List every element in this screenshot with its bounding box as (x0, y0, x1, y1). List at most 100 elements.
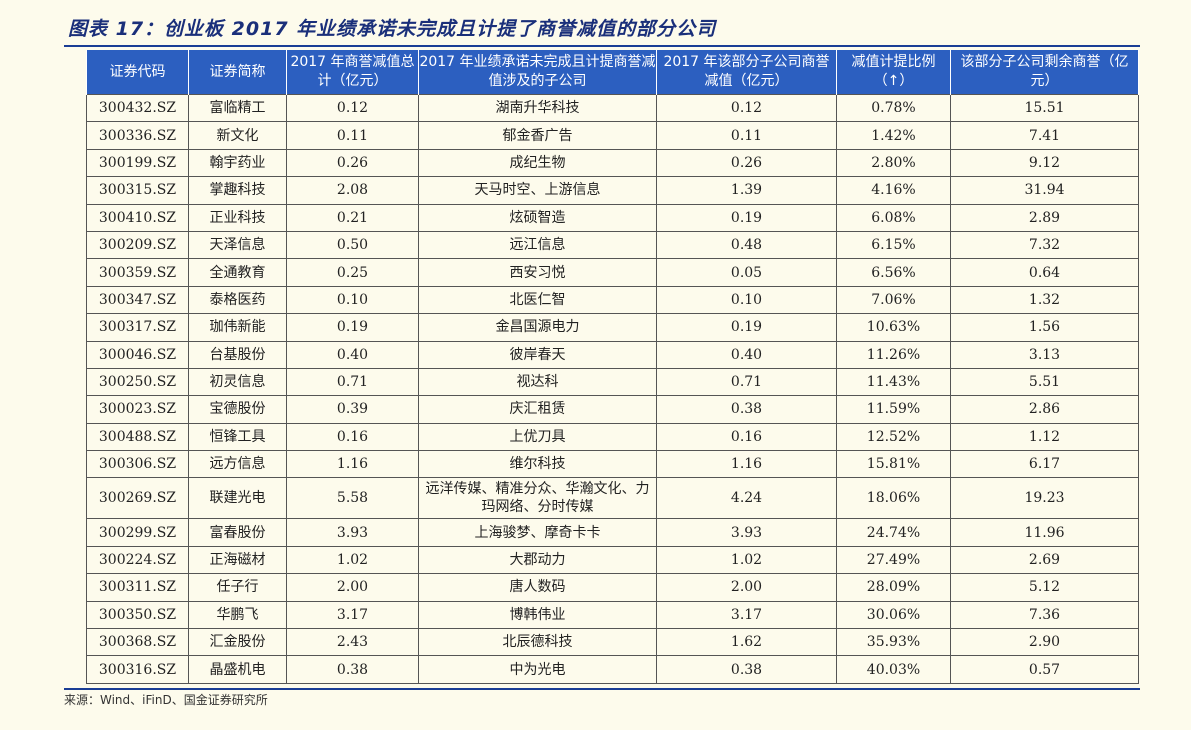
table-row: 300347.SZ 泰格医药 0.10 北医仁智 0.10 7.06% 1.32 (86, 285, 1139, 315)
cell-subsidiaries: 中为光电 (418, 655, 657, 684)
cell-impairment-ratio: 10.63% (836, 313, 951, 342)
cell-impairment-ratio: 11.59% (836, 395, 951, 424)
bottom-rule (64, 688, 1140, 690)
title-rule (64, 45, 1140, 47)
table-row: 300199.SZ 翰宇药业 0.26 成纪生物 0.26 2.80% 9.12 (86, 148, 1139, 178)
cell-impairment-ratio: 15.81% (836, 450, 951, 479)
header-security-code: 证券代码 (86, 50, 189, 95)
goodwill-impairment-table: 证券代码 证券简称 2017 年商誉减值总计（亿元） 2017 年业绩承诺未完成… (86, 50, 1139, 684)
cell-remaining-goodwill: 1.12 (950, 422, 1139, 452)
cell-security-name: 晶盛机电 (188, 655, 287, 684)
cell-security-code: 300023.SZ (86, 395, 189, 424)
cell-impairment-ratio: 6.08% (836, 203, 951, 232)
cell-total-impairment: 0.26 (286, 148, 419, 178)
cell-impairment-ratio: 12.52% (836, 422, 951, 452)
cell-total-impairment: 0.38 (286, 655, 419, 684)
cell-remaining-goodwill: 15.51 (950, 93, 1139, 123)
cell-impairment-ratio: 2.80% (836, 148, 951, 178)
table-row: 300315.SZ 掌趣科技 2.08 天马时空、上游信息 1.39 4.16% 31.94 (86, 176, 1139, 205)
cell-subsidiaries: 彼岸春天 (418, 340, 657, 369)
header-security-name: 证券简称 (188, 50, 287, 95)
cell-security-code: 300336.SZ (86, 121, 189, 150)
cell-subsidiary-impairment: 0.05 (656, 258, 837, 287)
cell-total-impairment: 0.71 (286, 367, 419, 397)
cell-security-code: 300209.SZ (86, 230, 189, 260)
cell-subsidiaries: 远江信息 (418, 230, 657, 260)
cell-remaining-goodwill: 7.32 (950, 230, 1139, 260)
cell-security-code: 300315.SZ (86, 176, 189, 205)
cell-impairment-ratio: 1.42% (836, 121, 951, 150)
cell-security-name: 联建光电 (188, 477, 287, 520)
cell-subsidiaries: 远洋传媒、精准分众、华瀚文化、力玛网络、分时传媒 (418, 477, 657, 520)
cell-impairment-ratio: 18.06% (836, 477, 951, 520)
cell-impairment-ratio: 27.49% (836, 545, 951, 575)
table-row: 300317.SZ 珈伟新能 0.19 金昌国源电力 0.19 10.63% 1.56 (86, 313, 1139, 342)
cell-security-name: 富春股份 (188, 518, 287, 547)
cell-subsidiaries: 北医仁智 (418, 285, 657, 315)
cell-subsidiaries: 湖南升华科技 (418, 93, 657, 123)
cell-subsidiary-impairment: 0.16 (656, 422, 837, 452)
cell-impairment-ratio: 6.56% (836, 258, 951, 287)
cell-security-name: 正业科技 (188, 203, 287, 232)
cell-total-impairment: 0.16 (286, 422, 419, 452)
cell-security-name: 泰格医药 (188, 285, 287, 315)
table-row: 300336.SZ 新文化 0.11 郁金香广告 0.11 1.42% 7.41 (86, 121, 1139, 150)
cell-subsidiary-impairment: 0.48 (656, 230, 837, 260)
cell-remaining-goodwill: 11.96 (950, 518, 1139, 547)
cell-total-impairment: 0.10 (286, 285, 419, 315)
table-row: 300368.SZ 汇金股份 2.43 北辰德科技 1.62 35.93% 2.90 (86, 628, 1139, 657)
table-row: 300023.SZ 宝德股份 0.39 庆汇租赁 0.38 11.59% 2.86 (86, 395, 1139, 424)
cell-subsidiary-impairment: 0.38 (656, 395, 837, 424)
cell-remaining-goodwill: 7.36 (950, 600, 1139, 630)
cell-impairment-ratio: 7.06% (836, 285, 951, 315)
cell-security-name: 华鹏飞 (188, 600, 287, 630)
cell-security-name: 翰宇药业 (188, 148, 287, 178)
cell-security-name: 宝德股份 (188, 395, 287, 424)
table-row: 300311.SZ 任子行 2.00 唐人数码 2.00 28.09% 5.12 (86, 573, 1139, 602)
cell-subsidiary-impairment: 0.19 (656, 203, 837, 232)
cell-total-impairment: 3.93 (286, 518, 419, 547)
source-note: 来源：Wind、iFinD、国金证券研究所 (64, 693, 268, 707)
cell-subsidiary-impairment: 1.02 (656, 545, 837, 575)
cell-security-name: 任子行 (188, 573, 287, 602)
cell-security-code: 300317.SZ (86, 313, 189, 342)
cell-security-name: 恒锋工具 (188, 422, 287, 452)
cell-impairment-ratio: 4.16% (836, 176, 951, 205)
goodwill-table-container: 证券代码 证券简称 2017 年商誉减值总计（亿元） 2017 年业绩承诺未完成… (86, 50, 1139, 684)
table-row: 300488.SZ 恒锋工具 0.16 上优刀具 0.16 12.52% 1.12 (86, 422, 1139, 452)
cell-impairment-ratio: 35.93% (836, 628, 951, 657)
cell-subsidiaries: 上优刀具 (418, 422, 657, 452)
cell-subsidiaries: 成纪生物 (418, 148, 657, 178)
cell-remaining-goodwill: 19.23 (950, 477, 1139, 520)
cell-remaining-goodwill: 2.89 (950, 203, 1139, 232)
cell-total-impairment: 0.50 (286, 230, 419, 260)
cell-impairment-ratio: 40.03% (836, 655, 951, 684)
cell-impairment-ratio: 6.15% (836, 230, 951, 260)
cell-security-name: 汇金股份 (188, 628, 287, 657)
cell-security-name: 天泽信息 (188, 230, 287, 260)
cell-impairment-ratio: 28.09% (836, 573, 951, 602)
cell-security-name: 富临精工 (188, 93, 287, 123)
cell-subsidiaries: 天马时空、上游信息 (418, 176, 657, 205)
cell-remaining-goodwill: 2.69 (950, 545, 1139, 575)
cell-subsidiary-impairment: 0.26 (656, 148, 837, 178)
cell-remaining-goodwill: 0.64 (950, 258, 1139, 287)
cell-impairment-ratio: 30.06% (836, 600, 951, 630)
cell-remaining-goodwill: 9.12 (950, 148, 1139, 178)
cell-subsidiary-impairment: 1.16 (656, 450, 837, 479)
table-row: 300359.SZ 全通教育 0.25 西安习悦 0.05 6.56% 0.64 (86, 258, 1139, 287)
header-remaining-goodwill: 该部分子公司剩余商誉（亿元） (950, 50, 1139, 95)
cell-security-name: 台基股份 (188, 340, 287, 369)
cell-subsidiary-impairment: 0.40 (656, 340, 837, 369)
cell-impairment-ratio: 11.43% (836, 367, 951, 397)
cell-subsidiaries: 郁金香广告 (418, 121, 657, 150)
cell-security-name: 掌趣科技 (188, 176, 287, 205)
cell-subsidiaries: 博韩伟业 (418, 600, 657, 630)
cell-total-impairment: 2.43 (286, 628, 419, 657)
cell-security-code: 300347.SZ (86, 285, 189, 315)
table-header-row: 证券代码 证券简称 2017 年商誉减值总计（亿元） 2017 年业绩承诺未完成… (86, 50, 1139, 95)
cell-subsidiary-impairment: 1.62 (656, 628, 837, 657)
cell-total-impairment: 0.19 (286, 313, 419, 342)
cell-subsidiaries: 金昌国源电力 (418, 313, 657, 342)
cell-remaining-goodwill: 31.94 (950, 176, 1139, 205)
